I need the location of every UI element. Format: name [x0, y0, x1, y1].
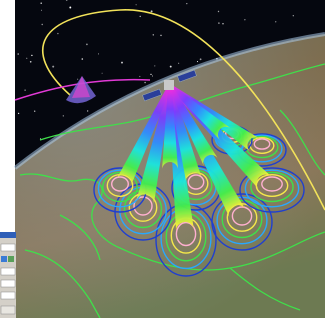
page: (() => { JSON.parse(document.getElementB…	[0, 0, 325, 318]
star	[222, 23, 223, 24]
star	[140, 16, 141, 17]
star	[200, 58, 202, 60]
toolbar-icon[interactable]	[8, 256, 14, 262]
star	[77, 79, 78, 80]
toolbar-icon[interactable]	[1, 256, 7, 262]
star	[86, 44, 88, 46]
star	[98, 53, 99, 54]
star	[121, 62, 123, 64]
star	[139, 76, 140, 77]
star	[57, 33, 58, 34]
star	[160, 35, 162, 37]
star	[26, 58, 27, 59]
star	[178, 63, 179, 64]
star	[186, 3, 187, 4]
star	[136, 4, 137, 5]
star	[18, 113, 19, 114]
star	[293, 15, 294, 16]
star	[218, 22, 220, 24]
star	[244, 19, 245, 20]
star	[102, 73, 103, 74]
star	[40, 2, 41, 3]
toolbar-field[interactable]	[1, 280, 15, 287]
star	[153, 34, 154, 35]
star	[152, 76, 153, 77]
star	[144, 82, 146, 84]
scene	[0, 0, 325, 318]
star	[81, 58, 83, 60]
star	[34, 111, 35, 112]
star	[275, 21, 276, 22]
toolbar-button[interactable]	[1, 306, 15, 314]
star	[31, 55, 32, 56]
star	[150, 74, 151, 75]
star	[24, 89, 25, 90]
toolbar-field[interactable]	[1, 244, 15, 251]
star	[17, 53, 19, 55]
star	[30, 61, 32, 63]
toolbar-title	[0, 232, 16, 238]
star	[52, 66, 54, 68]
toolbar-field[interactable]	[1, 292, 15, 299]
toolbar	[0, 232, 16, 318]
star	[197, 61, 198, 62]
star	[170, 66, 172, 68]
star	[154, 65, 155, 66]
star	[63, 115, 64, 116]
star	[41, 10, 42, 11]
star	[69, 7, 71, 9]
toolbar-field[interactable]	[1, 268, 15, 275]
star	[87, 110, 88, 111]
star	[151, 10, 153, 12]
star	[218, 11, 219, 12]
star	[42, 24, 43, 25]
satellite-body	[164, 80, 174, 90]
